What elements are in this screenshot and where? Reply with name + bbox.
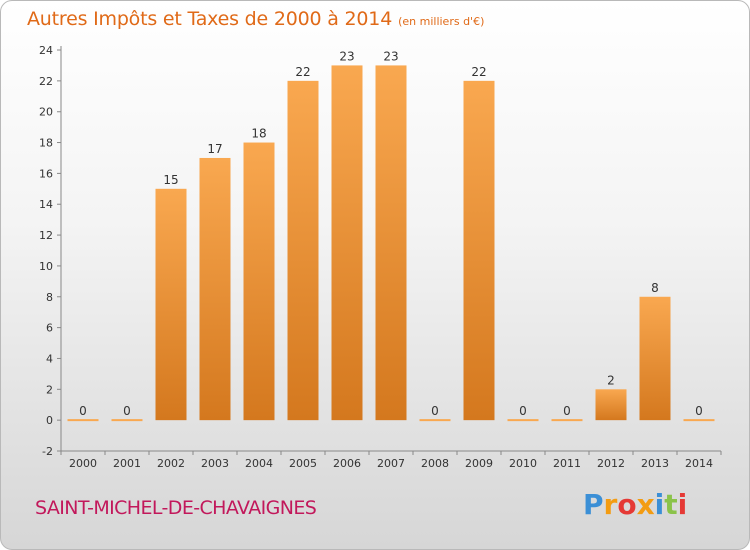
y-tick-label: 22 [39, 75, 53, 88]
y-tick-label: 18 [39, 137, 53, 150]
bar-value-label: 0 [79, 404, 87, 418]
bar-value-label: 0 [123, 404, 131, 418]
logo-letter: r [603, 488, 618, 521]
bar-value-label: 23 [383, 49, 398, 63]
bar [287, 80, 319, 421]
bar-value-label: 22 [471, 65, 486, 79]
bar-value-label: 8 [651, 281, 659, 295]
x-tick-label: 2014 [685, 457, 713, 470]
bar [243, 142, 275, 421]
x-tick-label: 2003 [201, 457, 229, 470]
x-tick-label: 2009 [465, 457, 493, 470]
y-tick-label: 12 [39, 229, 53, 242]
x-tick-label: 2012 [597, 457, 625, 470]
bar-value-label: 23 [339, 49, 354, 63]
bar [463, 80, 495, 421]
bar [375, 65, 407, 421]
bar-value-label: 0 [695, 404, 703, 418]
x-tick-label: 2006 [333, 457, 361, 470]
x-tick-label: 2001 [113, 457, 141, 470]
y-tick-label: 14 [39, 198, 53, 211]
x-tick-label: 2004 [245, 457, 273, 470]
bar [331, 65, 363, 421]
y-tick-label: -2 [42, 445, 53, 458]
logo-letter: t [664, 488, 678, 521]
bar [199, 157, 231, 421]
proxiti-logo: Proxiti [583, 488, 687, 521]
chart-title-row: Autres Impôts et Taxes de 2000 à 2014 (en… [27, 8, 484, 30]
logo-letter: o [617, 488, 637, 521]
logo-letter: x [636, 488, 655, 521]
bar-value-label: 0 [431, 404, 439, 418]
logo-letter: P [583, 488, 604, 521]
commune-name: SAINT-MICHEL-DE-CHAVAIGNES [35, 497, 317, 519]
bar-value-label: 22 [295, 65, 310, 79]
y-tick-label: 2 [46, 383, 53, 396]
bar-value-label: 0 [563, 404, 571, 418]
bar [639, 296, 671, 421]
y-tick-label: 24 [39, 44, 53, 57]
logo-letter: i [654, 488, 665, 521]
y-tick-label: 20 [39, 106, 53, 119]
bar-value-label: 2 [607, 373, 615, 387]
x-tick-label: 2008 [421, 457, 449, 470]
y-tick-label: 0 [46, 414, 53, 427]
x-tick-label: 2013 [641, 457, 669, 470]
chart-unit-label: (en milliers d'€) [398, 15, 485, 28]
y-tick-label: 8 [46, 291, 53, 304]
x-tick-label: 2007 [377, 457, 405, 470]
y-tick-label: 4 [46, 352, 53, 365]
logo-letter: i [677, 488, 688, 521]
x-tick-label: 2002 [157, 457, 185, 470]
x-tick-label: 2010 [509, 457, 537, 470]
bar-value-label: 17 [207, 142, 222, 156]
y-tick-label: 6 [46, 322, 53, 335]
y-tick-label: 10 [39, 260, 53, 273]
bar [595, 389, 627, 421]
x-tick-label: 2000 [69, 457, 97, 470]
chart-title: Autres Impôts et Taxes de 2000 à 2014 [27, 8, 393, 30]
bar-value-label: 0 [519, 404, 527, 418]
x-tick-label: 2005 [289, 457, 317, 470]
bar [155, 188, 187, 421]
bar-value-label: 18 [251, 127, 266, 141]
bar-value-label: 15 [163, 173, 178, 187]
y-tick-label: 16 [39, 167, 53, 180]
x-tick-label: 2011 [553, 457, 581, 470]
